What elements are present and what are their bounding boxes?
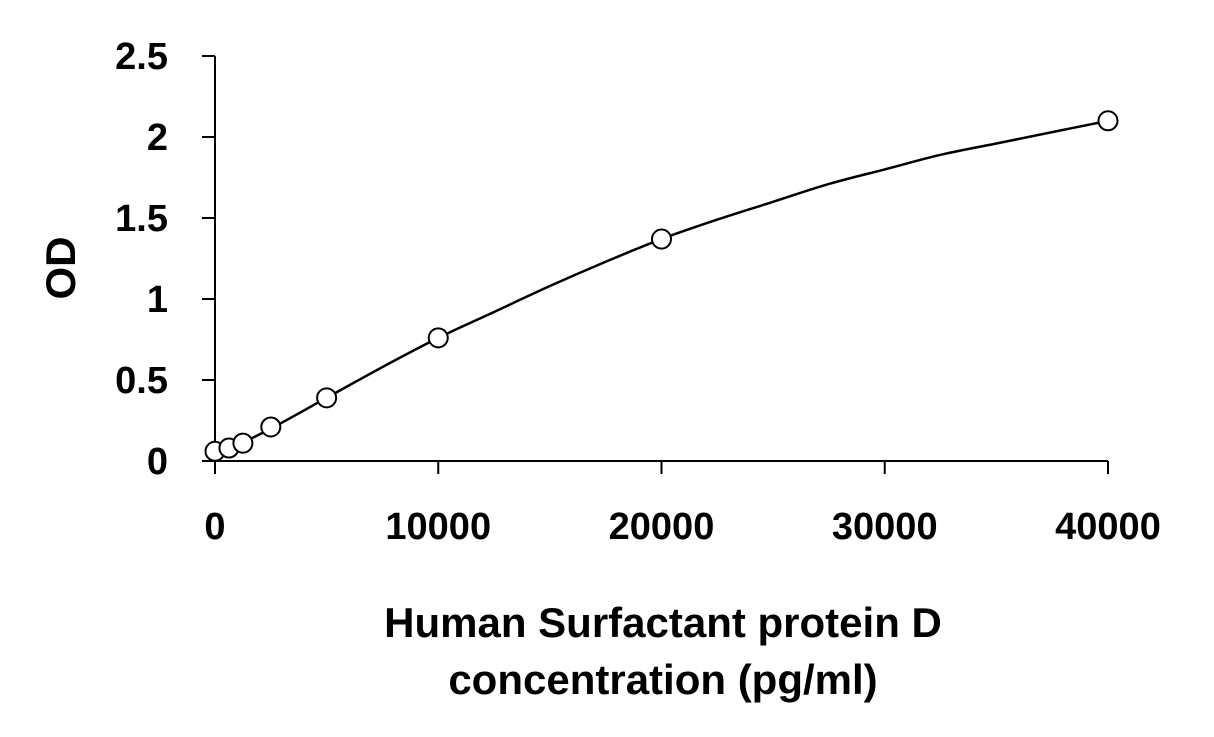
data-point: [260, 416, 282, 438]
data-point: [316, 387, 338, 409]
y-tick-label: 2.5: [115, 36, 168, 78]
data-point: [232, 432, 254, 454]
data-point: [1097, 110, 1119, 132]
axes-layer: [214, 56, 1108, 462]
x-axis-title-line-2: concentration (pg/ml): [448, 656, 877, 703]
x-tick-label: 0: [204, 506, 225, 548]
y-tick-label: 1: [147, 279, 168, 321]
x-tick-label: 20000: [609, 506, 715, 548]
ticks-layer: 0 0.5 1 1.5 2 2.5 0 10000 20000 30000 40000: [115, 36, 1161, 548]
y-axis-title: OD: [37, 237, 84, 300]
y-tick-label: 2: [147, 117, 168, 159]
fit-curve-layer: [214, 119, 1109, 458]
x-tick-label: 30000: [832, 506, 938, 548]
fit-curve-line: [214, 119, 1109, 458]
axis-titles-layer: OD Human Surfactant protein D concentrat…: [37, 237, 942, 704]
x-tick-label: 40000: [1055, 506, 1161, 548]
data-point: [651, 228, 672, 250]
data-point: [427, 327, 449, 349]
y-tick-label: 1.5: [115, 198, 168, 240]
y-tick-label: 0: [147, 441, 168, 483]
data-points-layer: [204, 110, 1119, 462]
y-tick-label: 0.5: [115, 360, 168, 402]
x-tick-label: 10000: [385, 506, 491, 548]
x-axis-title-line-1: Human Surfactant protein D: [384, 599, 942, 646]
